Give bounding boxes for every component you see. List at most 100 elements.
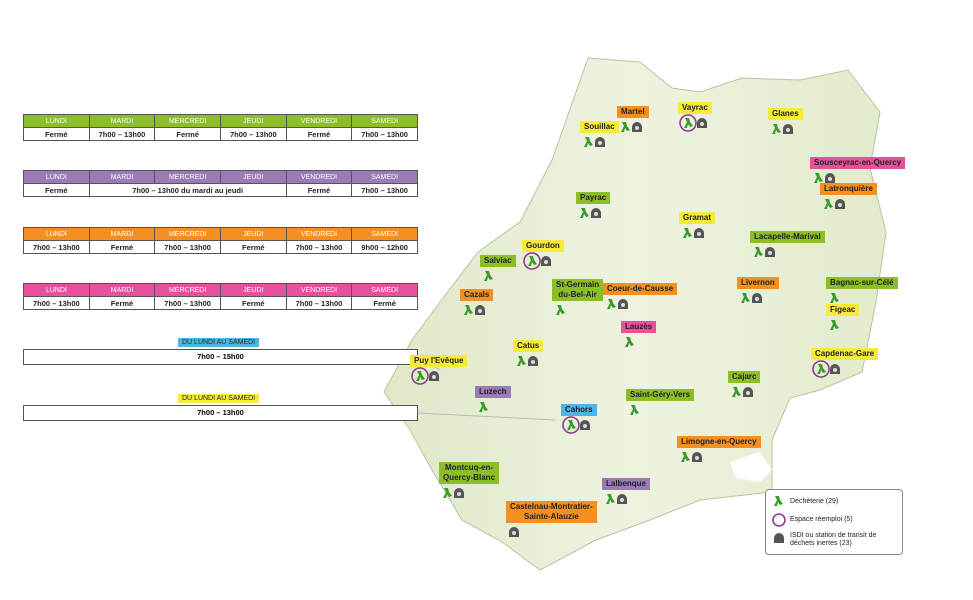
connector [417, 412, 556, 421]
schedule-table: LUNDI MARDI MERCREDI JEUDI VENDREDI SAMEDI 7h0… [23, 227, 418, 254]
day-header: VENDREDI [285, 283, 353, 297]
day-header: LUNDI [23, 114, 90, 128]
hours-cell: Fermé [219, 296, 287, 310]
hours-cell: 7h00 – 13h00 [154, 240, 221, 254]
place-label: Puy l'Evêque [410, 355, 468, 367]
legend-isdi-icon [774, 533, 784, 543]
dechetterie-icon [528, 256, 537, 266]
dechetterie-shape [814, 173, 823, 183]
isdi-detail [478, 309, 482, 313]
schedule-header: LUNDI MARDI MERCREDI JEUDI VENDREDI SAMEDI [23, 170, 418, 184]
legend-reemploi-icon [772, 513, 786, 527]
place-label: Martel [617, 106, 649, 118]
day-header: SAMEDI [351, 170, 418, 184]
isdi-icon [694, 228, 704, 238]
day-header: MERCREDI [154, 227, 221, 241]
reemploi-icon [679, 114, 697, 132]
dechetterie-icon [443, 488, 452, 498]
dechetterie-icon [683, 228, 692, 238]
place-label: Coeur-de-Causse [603, 283, 678, 295]
day-header: MARDI [88, 283, 156, 297]
dechetterie-icon [556, 305, 565, 315]
day-header: JEUDI [219, 283, 287, 297]
isdi-detail [700, 122, 704, 126]
day-header: JEUDI [219, 227, 287, 241]
hours-cell: Fermé [285, 127, 353, 141]
isdi-detail [755, 297, 759, 301]
place-label: Vayrac [678, 102, 712, 114]
dechetterie-shape [830, 293, 839, 303]
dechetterie-shape [580, 208, 589, 218]
dechetterie-shape [681, 452, 690, 462]
day-header: SAMEDI [351, 283, 418, 297]
dechetterie-icon [584, 137, 593, 147]
day-header: VENDREDI [285, 114, 353, 128]
isdi-icon [743, 387, 753, 397]
dechetterie-shape [443, 488, 452, 498]
dechetterie-icon [607, 299, 616, 309]
isdi-detail [531, 360, 535, 364]
isdi-icon [617, 494, 627, 504]
dechetterie-shape [683, 228, 692, 238]
day-header: LUNDI [23, 170, 90, 184]
dechetterie-shape [754, 247, 763, 257]
place-label: Souillac [580, 121, 619, 133]
hours-cell: 7h00 – 13h00 [23, 240, 90, 254]
dechetterie-shape [625, 337, 634, 347]
dechetterie-shape [464, 305, 473, 315]
reemploi-icon [562, 416, 580, 434]
day-header: SAMEDI [351, 227, 418, 241]
isdi-icon [765, 247, 775, 257]
hours-cell: Fermé [88, 240, 156, 254]
day-header: VENDREDI [285, 227, 353, 241]
schedule-table: LUNDI MARDI MERCREDI JEUDI VENDREDI SAMEDI 7h0… [23, 283, 418, 310]
dechetterie-shape [517, 356, 526, 366]
isdi-detail [583, 424, 587, 428]
dechetterie-shape [684, 118, 693, 128]
place-label: Cajarc [728, 371, 761, 383]
schedule-row: 7h00 – 13h00 Fermé 7h00 – 13h00 Fermé 7h00 –… [23, 240, 418, 254]
dechetterie-icon [817, 364, 826, 374]
isdi-icon [835, 199, 845, 209]
dechetterie-icon [464, 305, 473, 315]
dechetterie-shape [528, 256, 537, 266]
isdi-detail [512, 531, 516, 535]
schedule-row: Fermé 7h00 – 13h00 Fermé 7h00 – 13h00 Fermé 7… [23, 127, 418, 141]
dechetterie-icon [684, 118, 693, 128]
day-header: VENDREDI [285, 170, 353, 184]
isdi-detail [621, 303, 625, 307]
hours-cell: 7h00 – 13h00 [23, 296, 90, 310]
dechetterie-icon [517, 356, 526, 366]
dechetterie-icon [580, 208, 589, 218]
reemploi-icon [812, 360, 830, 378]
isdi-detail [544, 260, 548, 264]
schedule-row: Fermé 7h00 – 13h00 du mardi au jeudi Fermé… [23, 183, 418, 197]
isdi-icon [752, 293, 762, 303]
place-label: Lacapelle-Marival [750, 231, 825, 243]
day-header: JEUDI [219, 114, 287, 128]
dechetterie-shape [732, 387, 741, 397]
legend-icons [772, 496, 786, 543]
day-header: MARDI [88, 170, 156, 184]
legend-reemploi: Espace réemploi (5) [790, 516, 853, 523]
place-label: Lauzès [621, 321, 657, 333]
hours-cell: Fermé [219, 240, 287, 254]
isdi-detail [746, 391, 750, 395]
isdi-icon [591, 208, 601, 218]
hours-cell: Fermé [154, 127, 221, 141]
place-label: Cazals [460, 289, 494, 301]
hours-cell: 7h00 – 13h00 [351, 127, 418, 141]
banner-hours: 7h00 – 13h00 [23, 405, 418, 421]
dechetterie-shape [606, 494, 615, 504]
schedule-header: LUNDI MARDI MERCREDI JEUDI VENDREDI SAMEDI [23, 283, 418, 297]
place-label: Montcuq-en- Quercy-Blanc [439, 462, 500, 484]
dechetterie-icon [741, 293, 750, 303]
dechetterie-shape [621, 122, 630, 132]
dechetterie-icon [830, 320, 839, 330]
isdi-icon [618, 299, 628, 309]
isdi-detail [457, 492, 461, 496]
schedule-row: 7h00 – 13h00 Fermé 7h00 – 13h00 Fermé 7h00 –… [23, 296, 418, 310]
dechetterie-icon [772, 124, 781, 134]
dechetterie-shape [484, 271, 493, 281]
place-label: Limogne-en-Quercy [677, 436, 761, 448]
